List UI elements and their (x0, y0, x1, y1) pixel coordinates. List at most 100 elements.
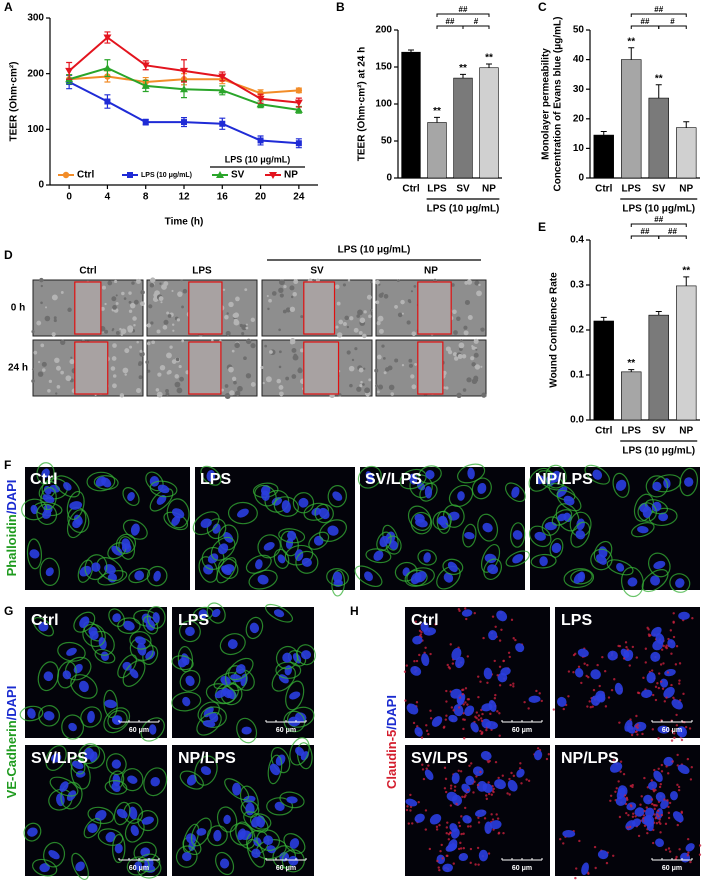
stain (457, 847, 461, 851)
stain (445, 714, 448, 717)
bar (479, 67, 499, 179)
texture (120, 328, 127, 335)
stain (405, 664, 409, 667)
nucleus (409, 473, 418, 485)
bar (593, 134, 614, 179)
stain (78, 743, 101, 765)
texture (480, 328, 483, 331)
stain (447, 838, 451, 841)
stain (658, 818, 661, 821)
stain (672, 620, 675, 623)
stain (485, 728, 488, 732)
stain (449, 804, 453, 807)
stain (632, 812, 635, 815)
stain (612, 759, 615, 762)
texture (461, 354, 467, 359)
stain (113, 801, 131, 826)
stain-label: VE-Cadherin/DAPI (4, 686, 19, 799)
stain (512, 685, 515, 688)
stain (459, 770, 463, 773)
texture (121, 291, 125, 296)
marker (141, 81, 150, 89)
texture (474, 364, 481, 370)
y-axis-title: Wound Confluence Rate (549, 272, 560, 388)
stain (495, 813, 498, 816)
stain (460, 815, 463, 818)
stain (273, 496, 299, 517)
scale-bar (651, 720, 693, 723)
stain (436, 859, 439, 863)
stain (32, 858, 58, 877)
nucleus (641, 689, 653, 698)
comparison-label: ## (668, 227, 677, 236)
nucleus (211, 608, 221, 618)
stain (691, 617, 694, 620)
stain (610, 688, 614, 692)
texture (480, 365, 483, 368)
nucleus (327, 525, 339, 536)
texture (470, 356, 475, 361)
texture (65, 375, 72, 382)
stain (667, 847, 671, 850)
scale-bar (501, 858, 543, 861)
texture (363, 310, 367, 314)
column-label: LPS (192, 266, 212, 277)
stain-part: VE-Cadherin (4, 720, 19, 798)
stain (303, 502, 329, 521)
stain (658, 785, 662, 789)
stain (596, 663, 599, 667)
micrograph (31, 339, 145, 398)
nucleus (63, 482, 72, 491)
nucleus (219, 858, 230, 869)
marker (62, 171, 70, 179)
nucleus (573, 572, 584, 584)
stain (464, 687, 468, 690)
texture (100, 306, 105, 311)
comparison-bracket (658, 25, 687, 29)
texture (54, 357, 60, 364)
marker (180, 67, 188, 75)
stain (528, 525, 552, 548)
stain (470, 762, 473, 765)
nucleus (516, 768, 525, 778)
nucleus (462, 815, 472, 824)
stain (643, 776, 646, 780)
texture (283, 284, 287, 289)
stain (648, 552, 671, 578)
nucleus (436, 854, 446, 865)
stain (487, 781, 490, 784)
texture (368, 378, 372, 382)
error-bar (460, 73, 466, 79)
nucleus (577, 648, 589, 658)
x-axis-title: Time (h) (165, 217, 204, 228)
stain (661, 687, 665, 690)
stain (477, 821, 481, 824)
stain (591, 705, 594, 708)
stain (474, 863, 477, 866)
nucleus (496, 610, 508, 622)
stain (443, 787, 447, 790)
stain (103, 707, 131, 734)
stain (672, 635, 676, 639)
stain (54, 475, 81, 498)
stain (122, 519, 148, 540)
group-label: LPS (10 μg/mL) (225, 154, 291, 164)
nucleus (412, 635, 423, 645)
stain (394, 561, 418, 582)
comparison-label: ## (654, 215, 663, 224)
stain (577, 665, 581, 669)
scale-label: 60 μm (129, 727, 149, 734)
stain (229, 822, 254, 846)
stain (668, 801, 672, 805)
nucleus (27, 827, 38, 837)
stain (689, 778, 693, 781)
stain (629, 718, 632, 721)
stain (140, 717, 165, 742)
wound-area (74, 281, 102, 335)
stain (217, 558, 239, 580)
nucleus (467, 467, 475, 480)
texture (51, 332, 56, 337)
stain (688, 727, 692, 730)
texture (55, 365, 61, 371)
nucleus (539, 556, 548, 567)
